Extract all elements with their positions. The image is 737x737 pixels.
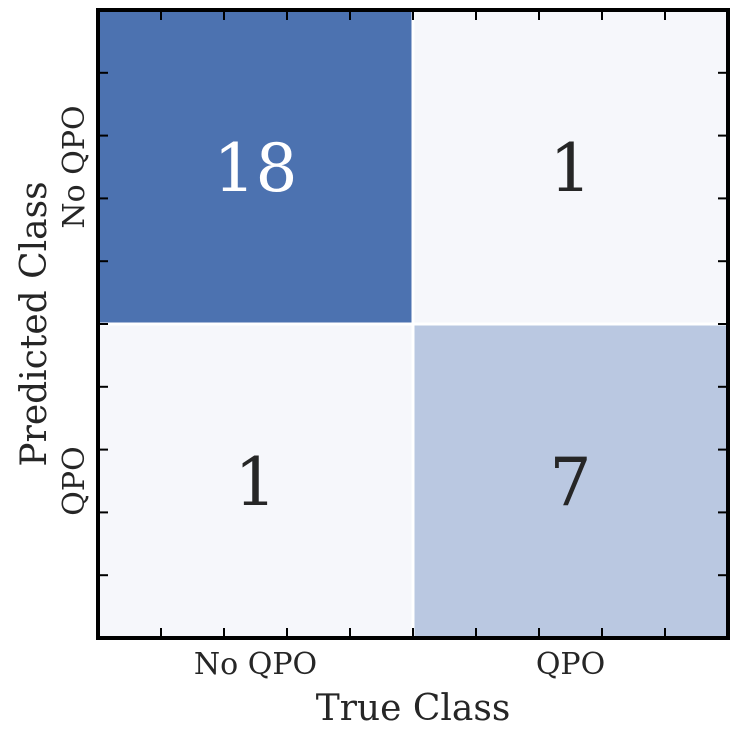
cell-annotation: 7	[550, 444, 592, 521]
plot-frame	[96, 8, 730, 640]
y-axis-label: Predicted Class	[14, 181, 55, 466]
heatmap-cell	[96, 8, 415, 326]
y-tick-label: No QPO	[57, 105, 92, 228]
x-tick-label: No QPO	[194, 647, 317, 682]
y-tick-labels: No QPO QPO	[57, 105, 92, 515]
x-tick-label: QPO	[536, 647, 605, 682]
cell-annotations: 18 1 1 7	[214, 130, 592, 521]
cell-annotation: 1	[550, 130, 592, 207]
heatmap-cells	[96, 8, 730, 640]
x-axis-label: True Class	[316, 688, 511, 729]
x-tick-labels: No QPO QPO	[194, 647, 605, 682]
cell-annotation: 18	[214, 130, 298, 207]
heatmap-cell	[411, 322, 730, 640]
cell-annotation: 1	[235, 444, 277, 521]
heatmap-cell	[96, 322, 415, 640]
heatmap-cell	[411, 8, 730, 326]
y-tick-label: QPO	[57, 446, 92, 515]
